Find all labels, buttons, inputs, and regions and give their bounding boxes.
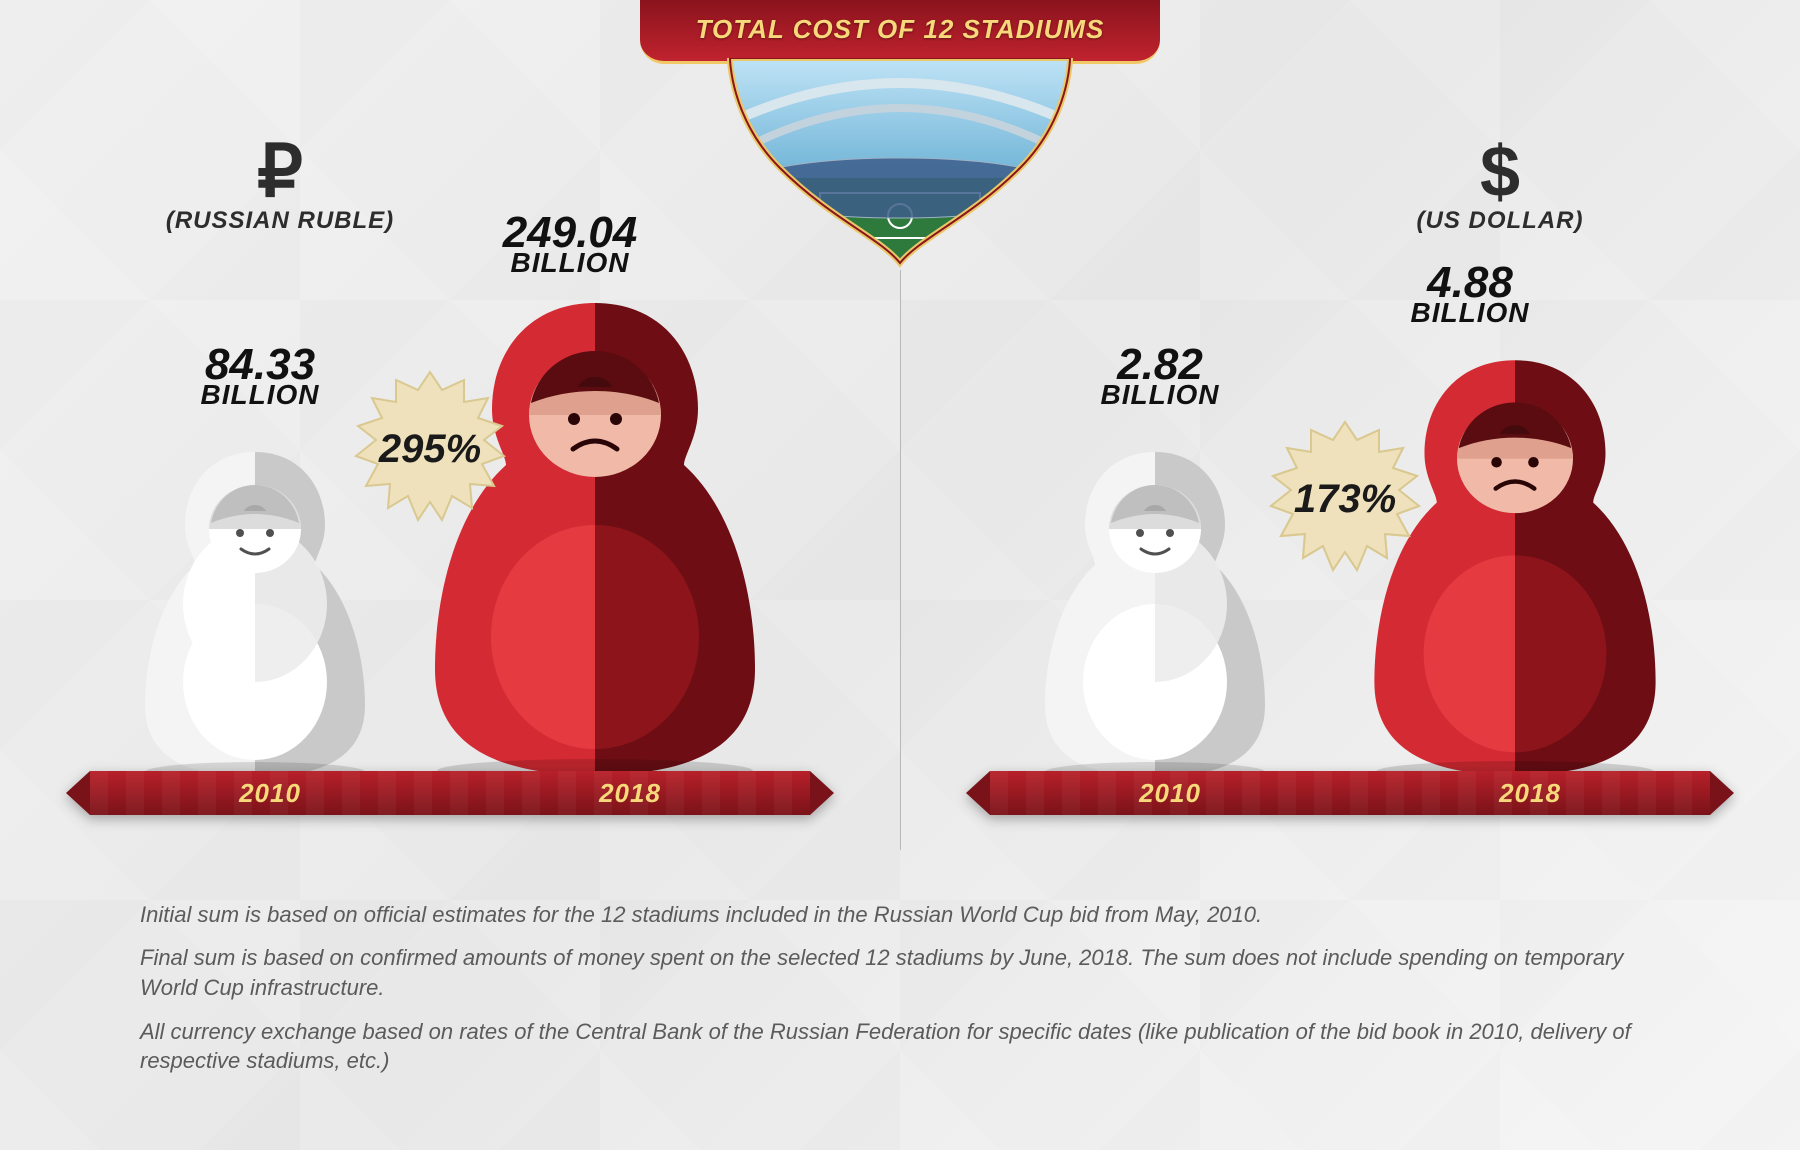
stadium-shield-icon bbox=[720, 58, 1080, 258]
value-2010: 84.33 BILLION bbox=[160, 346, 360, 407]
year-label-2010: 2010 bbox=[90, 771, 450, 815]
year-label-2010: 2010 bbox=[990, 771, 1350, 815]
matryoshka-icon-2010 bbox=[1040, 447, 1270, 777]
currency-label: (US DOLLAR) bbox=[1200, 207, 1800, 235]
footnotes: Initial sum is based on official estimat… bbox=[140, 900, 1660, 1090]
year-label-2018: 2018 bbox=[450, 771, 810, 815]
page-title: TOTAL COST OF 12 STADIUMS bbox=[640, 0, 1160, 64]
footnote-line: Final sum is based on confirmed amounts … bbox=[140, 943, 1660, 1002]
value-unit: BILLION bbox=[160, 383, 360, 407]
increase-badge: 295% bbox=[345, 365, 515, 535]
year-bar: 2010 2018 bbox=[990, 771, 1710, 815]
increase-badge: 173% bbox=[1260, 415, 1430, 585]
year-label-2018: 2018 bbox=[1350, 771, 1710, 815]
doll-stage-ruble: 84.33 BILLION 249.04 BILLION 295% 2010 bbox=[90, 255, 810, 815]
currency-header-dollar: $ (US DOLLAR) bbox=[1200, 140, 1800, 235]
increase-percent: 173% bbox=[1260, 415, 1430, 585]
value-number: 4.88 bbox=[1350, 264, 1590, 301]
dollar-icon: $ bbox=[1200, 140, 1800, 205]
value-number: 2.82 bbox=[1060, 346, 1260, 383]
matryoshka-icon-2010 bbox=[140, 447, 370, 777]
year-bar: 2010 2018 bbox=[90, 771, 810, 815]
value-number: 84.33 bbox=[160, 346, 360, 383]
header-crest: TOTAL COST OF 12 STADIUMS bbox=[640, 0, 1160, 258]
value-unit: BILLION bbox=[1350, 301, 1590, 325]
value-2010: 2.82 BILLION bbox=[1060, 346, 1260, 407]
increase-percent: 295% bbox=[345, 365, 515, 535]
value-2018: 4.88 BILLION bbox=[1350, 264, 1590, 325]
value-unit: BILLION bbox=[1060, 383, 1260, 407]
footnote-line: All currency exchange based on rates of … bbox=[140, 1017, 1660, 1076]
doll-stage-dollar: 2.82 BILLION 4.88 BILLION 173% 2010 bbox=[990, 255, 1710, 815]
footnote-line: Initial sum is based on official estimat… bbox=[140, 900, 1660, 930]
